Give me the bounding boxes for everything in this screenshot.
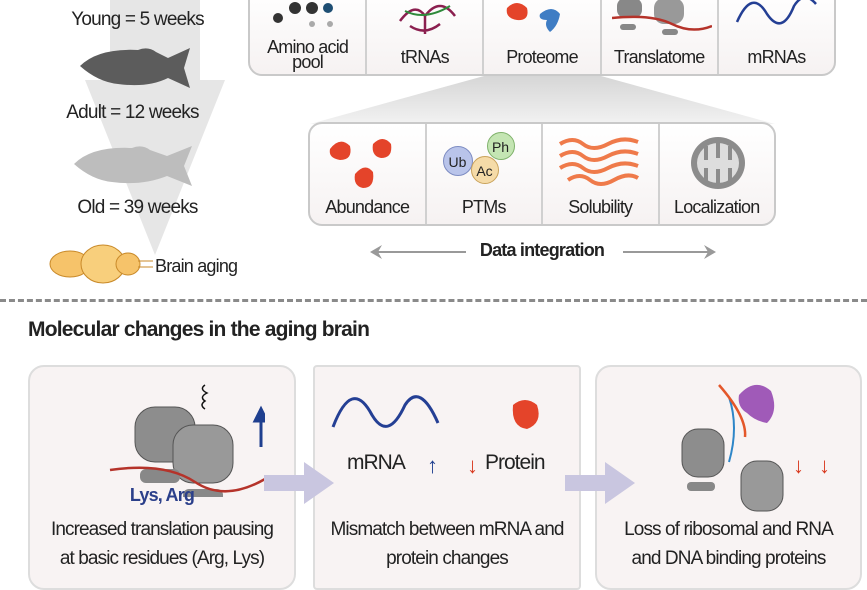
mitochondrion-icon (690, 137, 745, 189)
down-arrow-icon: ↓ (467, 453, 478, 478)
up-arrow-icon: ↑ (427, 453, 438, 478)
young-fish-icon (80, 48, 190, 88)
layer-localization: Localization (660, 124, 775, 224)
panel-binding-protein-loss: ↓ ↓ Loss of ribosomal and RNA and DNA bin… (595, 365, 862, 590)
section-title: Molecular changes in the aging brain (28, 318, 370, 341)
layer-label: Localization (674, 197, 760, 217)
caption-line: Increased translation pausing (50, 519, 274, 540)
caption-line: protein changes (386, 548, 509, 569)
young-label: Young = 5 weeks (71, 9, 204, 30)
omics-label: mRNAs (747, 47, 806, 67)
panel-translation-pausing: Lys, Arg Increased translation pausing at… (28, 365, 296, 590)
data-integration-label: Data integration (479, 240, 605, 260)
stalled-ribosomes-icon (109, 384, 265, 497)
proteome-layers-box: Abundance Ub Ph Ac PTMs Solubility Local… (308, 122, 776, 226)
aggregation-icon (558, 137, 640, 186)
ribosome-icon (611, 0, 712, 35)
mrna-wave-icon (735, 0, 817, 25)
omics-translatome: Translatome (602, 0, 719, 74)
layer-solubility: Solubility (543, 124, 660, 224)
omics-label: Amino acid pool (267, 37, 349, 72)
integration-arrow-right (623, 245, 716, 259)
caption-line: at basic residues (Arg, Lys) (59, 548, 265, 569)
layer-label: Solubility (568, 197, 633, 217)
omics-label: Proteome (506, 47, 578, 67)
old-fish-icon (74, 146, 192, 186)
ubiquitination-badge: Ub (442, 146, 473, 176)
protein-icon (512, 400, 539, 429)
down-arrow-icon: ↓ (793, 453, 804, 478)
caption-line: Mismatch between mRNA and (330, 519, 564, 540)
ribosome-dna-binding-icon (681, 384, 784, 512)
mrna-label: mRNA (347, 451, 406, 474)
omics-label: tRNAs (400, 47, 450, 67)
brain-icon (49, 244, 153, 284)
zoom-projection (310, 76, 775, 124)
omics-layers-box: Amino acid pool tRNAs Proteome Translato… (248, 0, 836, 76)
protein-icon (507, 3, 561, 32)
layer-label: Abundance (325, 197, 410, 217)
caption-line: Loss of ribosomal and RNA (624, 519, 834, 540)
protein-abundance-icon (329, 139, 392, 188)
omics-proteome: Proteome (484, 0, 602, 74)
old-label: Old = 39 weeks (77, 197, 198, 218)
trna-icon (399, 4, 457, 34)
panel-mrna-protein-mismatch: mRNA ↑ ↓ Protein Mismatch between mRNA a… (313, 365, 581, 590)
panel-caption: Increased translation pausing at basic re… (30, 515, 294, 573)
panel-caption: Mismatch between mRNA and protein changes (315, 515, 579, 573)
omics-trnas: tRNAs (367, 0, 485, 74)
caption-line: and DNA binding proteins (631, 548, 827, 569)
adult-label: Adult = 12 weeks (66, 102, 199, 123)
acetylation-badge: Ac (470, 156, 499, 184)
amino-acid-icon (273, 2, 333, 27)
layer-ptms: Ub Ph Ac PTMs (427, 124, 543, 224)
section-divider (0, 299, 867, 302)
omics-label: Translatome (613, 47, 705, 67)
omics-amino-acid-pool: Amino acid pool (250, 0, 368, 74)
integration-arrow-left (370, 245, 466, 259)
protein-label: Protein (485, 451, 546, 474)
panel-caption: Loss of ribosomal and RNA and DNA binding… (597, 515, 860, 573)
lys-arg-label: Lys, Arg (129, 485, 195, 505)
omics-mrnas: mRNAs (719, 0, 834, 74)
layer-abundance: Abundance (310, 124, 427, 224)
flow-arrow-2 (565, 462, 635, 504)
phosphorylation-badge: Ph (486, 132, 515, 160)
layer-label: PTMs (461, 197, 507, 217)
aging-arrow (85, 0, 225, 255)
flow-arrow-1 (264, 462, 334, 504)
down-arrow-icon: ↓ (819, 453, 830, 478)
mrna-wave-icon (331, 395, 440, 428)
brain-aging-label: Brain aging (155, 256, 238, 276)
